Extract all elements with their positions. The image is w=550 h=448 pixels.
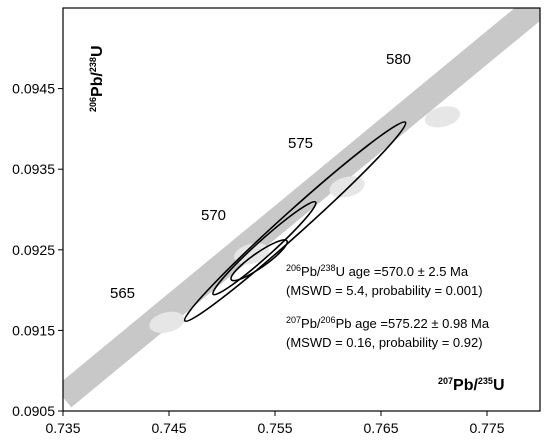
x-tick-label: 0.765 — [363, 420, 398, 436]
age-label-565: 565 — [110, 285, 135, 302]
y-tick-label: 0.0905 — [12, 403, 55, 419]
age-label-575: 575 — [288, 135, 313, 152]
u-pb-mswd-text: (MSWD = 5.4, probability = 0.001) — [286, 283, 483, 298]
y-tick-label: 0.0925 — [12, 242, 55, 258]
age-marker-570 — [234, 243, 270, 265]
x-axis-label: 207Pb/235U — [438, 376, 505, 394]
plot-frame — [62, 7, 541, 412]
error-ellipse-1 — [183, 121, 407, 323]
age-label-580: 580 — [386, 51, 411, 68]
age-label-570: 570 — [201, 207, 226, 224]
age-marker-575 — [329, 176, 365, 198]
axis-ticks: 0.735 0.745 0.755 0.765 0.775 0.0905 0.0915 0.0… — [12, 81, 505, 436]
x-tick-label: 0.775 — [469, 420, 504, 436]
error-ellipse-2 — [212, 200, 317, 296]
y-tick-label: 0.0935 — [12, 161, 55, 177]
plot-area — [63, 8, 540, 408]
y-tick-label: 0.0915 — [12, 322, 55, 338]
age-marker-580 — [424, 106, 461, 128]
age-marker-565 — [149, 311, 185, 333]
u-pb-age-text: 206Pb/238U age =570.0 ± 2.5 Ma — [286, 263, 469, 279]
error-ellipse-3 — [230, 239, 288, 282]
y-axis-label: 206Pb/238U — [88, 45, 106, 112]
x-tick-label: 0.755 — [257, 420, 292, 436]
y-tick-label: 0.0945 — [12, 81, 55, 97]
pb-pb-mswd-text: (MSWD = 0.16, probability = 0.92) — [286, 335, 483, 350]
x-tick-label: 0.745 — [151, 420, 186, 436]
pb-pb-age-text: 207Pb/206Pb age =575.22 ± 0.98 Ma — [286, 315, 490, 331]
x-tick-label: 0.735 — [45, 420, 80, 436]
